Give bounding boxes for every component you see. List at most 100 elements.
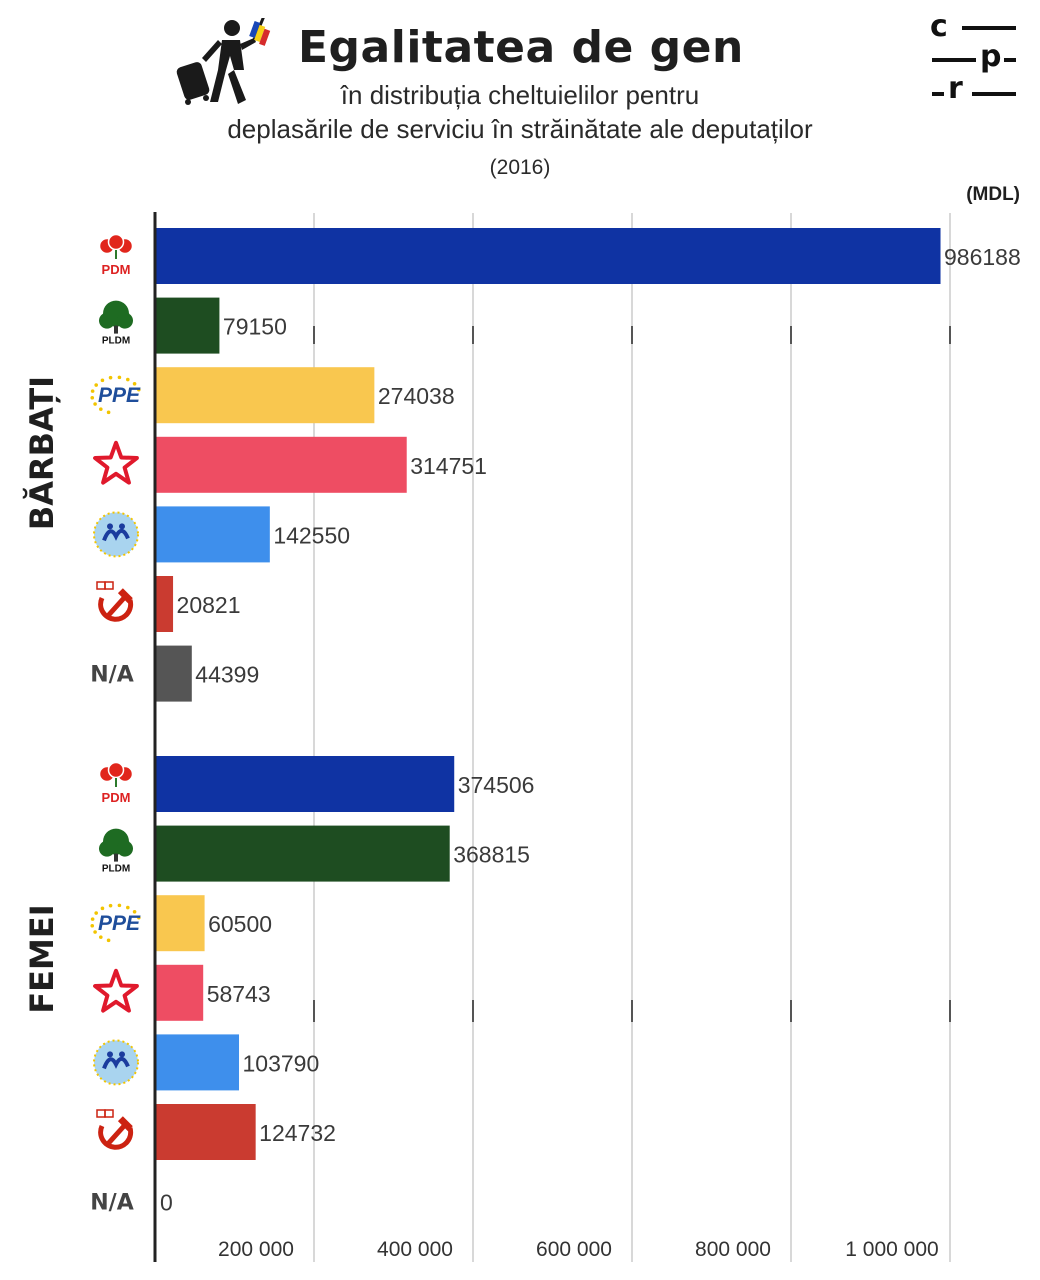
pldm-tree-logo-icon: PLDM [99, 300, 133, 347]
category-label-na: N/A [90, 1191, 133, 1216]
pdm-logo-text: PDM [102, 262, 131, 277]
chart-subtitle-line1: în distribuția cheltuielilor pentru [340, 80, 700, 110]
value-label: 103790 [243, 1050, 320, 1076]
bar-femei-ppe [156, 895, 205, 952]
value-label: 314751 [410, 453, 487, 479]
ppe-logo-icon: PPE [90, 903, 141, 943]
chart-title: Egalitatea de gen [298, 22, 744, 73]
eu-star-dot [90, 395, 95, 400]
bar-femei-pdm [156, 756, 455, 812]
value-label: 374506 [458, 772, 535, 798]
eu-star-dot [137, 915, 141, 920]
pl-figure-head [107, 523, 113, 530]
value-label: 274038 [378, 383, 455, 409]
bar-femei-psrm [156, 964, 204, 1021]
pl-figure-head [119, 1051, 125, 1058]
eu-star-dot [106, 938, 111, 943]
eu-star-dot [90, 389, 95, 393]
pldm-logo-text: PLDM [102, 336, 130, 347]
eu-star-dot [99, 935, 103, 939]
logo-line [932, 58, 976, 62]
tree-trunk-shape [114, 853, 118, 862]
bar-bărbați-pl [156, 506, 270, 563]
pdm-logo-text: PDM [102, 790, 131, 805]
pl-logo-icon [93, 511, 139, 558]
sickle-shape [98, 1124, 134, 1150]
sickle-shape [98, 596, 134, 622]
hammer-handle-shape [104, 596, 126, 620]
pl-logo-icon [93, 1039, 139, 1086]
star-shape [93, 968, 139, 1013]
rose-shape [107, 233, 125, 251]
red-star-logo-icon [93, 440, 139, 485]
bar-bărbați-psrm [156, 436, 407, 493]
eu-star-dot [94, 911, 98, 915]
bar-bărbați-ppe [156, 367, 375, 424]
bar-bărbați-pcrm [156, 576, 174, 632]
logo-letter-p: p [980, 39, 1002, 74]
bar-femei-pldm [156, 825, 450, 882]
x-tick-label: 200 000 [218, 1238, 294, 1261]
pldm-logo-text: PLDM [102, 864, 130, 875]
pl-figures-shape [102, 528, 130, 542]
logo-letter-c: c [930, 9, 948, 44]
tree-trunk-shape [114, 325, 118, 334]
book-shape [96, 581, 106, 590]
hammer-sickle-logo-icon [96, 1109, 134, 1150]
eu-star-dot [99, 407, 103, 411]
eu-star-dot [126, 905, 130, 910]
logo-line [932, 92, 944, 96]
x-tick-label: 800 000 [695, 1238, 771, 1261]
eu-star-dot [106, 410, 111, 415]
bar-bărbați-pldm [156, 297, 220, 354]
tree-crown-shape [99, 312, 115, 329]
book-shape [104, 581, 114, 590]
eu-star-dot [108, 375, 113, 380]
eu-star-dot [126, 377, 130, 382]
bar-femei-pcrm [156, 1104, 256, 1160]
eu-star-dot [94, 383, 98, 387]
value-label: 79150 [223, 314, 287, 340]
tree-crown-shape [117, 312, 133, 329]
tree-crown-shape [99, 840, 115, 857]
eu-star-dot [137, 387, 141, 392]
tree-crown-shape [117, 840, 133, 857]
logo-line [962, 26, 1016, 30]
eu-star-dot [100, 906, 105, 911]
value-label: 368815 [453, 842, 530, 868]
value-label: 986188 [944, 244, 1021, 270]
red-star-logo-icon [93, 968, 139, 1013]
book-shape [96, 1109, 106, 1118]
pl-figure-head [107, 1051, 113, 1058]
logo-letter-r: r [948, 71, 963, 106]
eu-star-dot [93, 402, 97, 406]
eu-star-dot [132, 910, 137, 914]
chart-year: (2016) [489, 156, 551, 179]
traveler-with-flag-icon [176, 18, 271, 105]
star-shape [93, 440, 139, 485]
logo-line [972, 92, 1016, 96]
book-shape [104, 1109, 114, 1118]
value-label: 142550 [273, 522, 350, 548]
value-label: 124732 [259, 1120, 336, 1146]
ppe-logo-icon: PPE [90, 375, 141, 415]
value-label: 0 [160, 1190, 173, 1216]
bar-bărbați-na [156, 645, 192, 702]
hammer-sickle-logo-icon [96, 581, 134, 622]
chart-subtitle-line2: deplasările de serviciu în străinătate a… [227, 114, 813, 144]
eu-star-dot [100, 378, 105, 383]
x-tick-label: 1 000 000 [845, 1238, 938, 1261]
bar-bărbați-pdm [156, 228, 941, 284]
hammer-head-shape [117, 1116, 133, 1132]
category-label-na: N/A [90, 663, 133, 688]
pl-figures-shape [102, 1056, 130, 1070]
ppe-logo-text: PPE [98, 384, 141, 407]
eu-star-dot [117, 903, 122, 908]
logo-line [1004, 58, 1016, 62]
pdm-rose-logo-icon: PDM [98, 233, 134, 277]
bar-femei-pl [156, 1034, 240, 1091]
eu-star-dot [108, 903, 113, 908]
pldm-tree-logo-icon: PLDM [99, 828, 133, 875]
x-tick-label: 600 000 [536, 1238, 612, 1261]
